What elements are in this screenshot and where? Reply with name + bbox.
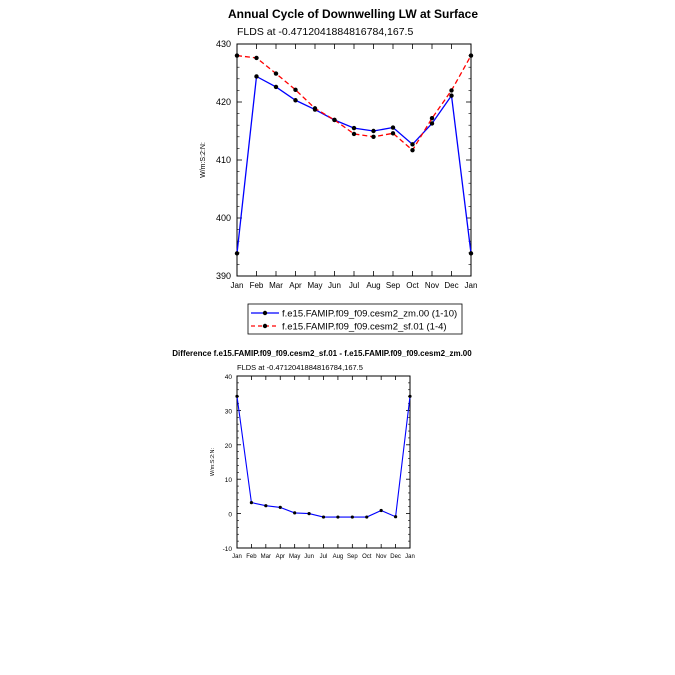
difference-series-0-point [393, 515, 398, 519]
difference-series-0-point [235, 394, 239, 398]
main-ytick-label: 390 [216, 271, 231, 281]
main-chart: Annual Cycle of Downwelling LW at Surfac… [200, 7, 478, 290]
main-chart-ylabel: W/m:S:2:N: [200, 142, 207, 178]
difference-chart-ylabel: W/m:S:2:N: [210, 447, 216, 476]
legend-marker-sf [262, 323, 268, 329]
difference-xtick-label: Jan [232, 554, 242, 560]
difference-xtick-label: Apr [276, 554, 285, 560]
difference-xtick-label: Sep [347, 554, 358, 560]
main-series-1-point [273, 71, 279, 76]
main-ytick-label: 420 [216, 97, 231, 107]
main-series-0-point [410, 142, 415, 147]
main-xtick-label: Oct [406, 281, 419, 290]
difference-chart: Difference f.e15.FAMIP.f09_f09.cesm2_sf.… [172, 349, 472, 560]
main-chart-plot-area: 390 400 410 420 430 Jan Feb Mar Apr May Jun Jul Aug S… [216, 39, 477, 290]
difference-xtick-label: Nov [376, 554, 387, 560]
legend-label-zm: f.e15.FAMIP.f09_f09.cesm2_zm.00 (1-10) [282, 309, 457, 320]
main-series-1-point [468, 53, 474, 58]
legend-box [247, 303, 463, 335]
difference-series-0-point [408, 394, 412, 398]
difference-series-0-point [350, 515, 354, 519]
difference-ytick-label: 20 [225, 443, 233, 450]
main-xtick-label: Apr [289, 281, 302, 290]
difference-xtick-label: Aug [333, 554, 344, 560]
main-series-0-point [468, 251, 474, 256]
difference-ytick-label: 10 [225, 477, 233, 484]
main-xtick-label: Dec [444, 281, 458, 290]
difference-xtick-label: Jun [304, 554, 314, 560]
legend-marker-zm [262, 310, 268, 316]
difference-series-0-point [321, 515, 326, 519]
main-series-0-point [429, 121, 435, 126]
difference-ytick-label: 40 [225, 374, 233, 381]
main-series-1-point [234, 53, 240, 58]
main-series-1-point [351, 131, 357, 137]
difference-ytick-label: 0 [228, 512, 232, 519]
main-series-1-point [410, 147, 415, 153]
main-series-0-point [351, 125, 357, 131]
difference-chart-subtitle: FLDS at -0.4712041884816784,167.5 [237, 363, 363, 372]
main-xtick-label: Jul [349, 281, 359, 290]
difference-xtick-label: Mar [261, 554, 271, 560]
main-series-1-point [254, 55, 259, 61]
difference-ytick-label: -10 [223, 546, 233, 553]
main-series-1-point [371, 134, 376, 139]
main-xtick-label: Feb [250, 281, 264, 290]
difference-series-0-point [379, 508, 383, 513]
main-xtick-label: May [307, 281, 322, 290]
main-series-1-point [449, 88, 454, 93]
difference-xtick-label: Dec [390, 554, 401, 560]
main-ytick-label: 410 [216, 155, 231, 165]
difference-series-0-point [365, 515, 369, 519]
difference-series-0-point [264, 504, 268, 508]
difference-chart-title: Difference f.e15.FAMIP.f09_f09.cesm2_sf.… [172, 349, 472, 358]
main-series-1-point [429, 116, 435, 121]
main-xtick-label: Nov [425, 281, 439, 290]
main-series-1-point [332, 117, 337, 123]
difference-xtick-label: Feb [246, 554, 257, 560]
main-xtick-label: Jan [231, 281, 244, 290]
main-series-0-point [293, 98, 298, 103]
main-plot-frame [236, 43, 472, 277]
main-series-0-point [273, 84, 279, 90]
main-series-1-point [293, 87, 298, 93]
main-series-0-point [371, 128, 376, 134]
difference-plot-frame [236, 375, 411, 549]
main-series-0-point [254, 74, 259, 79]
legend: f.e15.FAMIP.f09_f09.cesm2_zm.00 (1-10) f… [247, 303, 463, 335]
difference-series-0-point [278, 505, 282, 510]
main-ytick-label: 430 [216, 39, 231, 49]
main-xtick-label: Jun [328, 281, 341, 290]
difference-ytick-label: 30 [225, 408, 233, 415]
main-xtick-label: Mar [269, 281, 283, 290]
main-series-line-0 [236, 75, 472, 254]
main-xtick-label: Jan [465, 281, 478, 290]
difference-series-0-point [293, 511, 297, 515]
main-chart-title: Annual Cycle of Downwelling LW at Surfac… [228, 7, 478, 21]
main-series-0-point [449, 93, 454, 98]
difference-chart-plot-area: -10 0 10 20 30 40 Jan Feb Mar Apr May Jun Jul Aug Sep O… [223, 374, 415, 560]
main-series-1-point [312, 106, 318, 111]
main-ytick-label: 400 [216, 213, 231, 223]
difference-series-0-point [336, 515, 340, 519]
main-chart-subtitle: FLDS at -0.4712041884816784,167.5 [237, 26, 413, 38]
difference-series-0-point [249, 500, 254, 505]
difference-xtick-label: Jul [320, 554, 328, 560]
main-xtick-label: Sep [386, 281, 401, 290]
difference-xtick-label: May [289, 554, 300, 560]
main-series-0-point [234, 251, 240, 256]
difference-xtick-label: Jan [405, 554, 415, 560]
main-series-0-point [390, 125, 396, 130]
main-xtick-label: Aug [366, 281, 380, 290]
difference-series-0-point [307, 511, 311, 516]
main-series-1-point [390, 131, 396, 136]
difference-xtick-label: Oct [362, 554, 372, 560]
difference-series-line-0 [236, 396, 411, 518]
legend-label-sf: f.e15.FAMIP.f09_f09.cesm2_sf.01 (1-4) [282, 322, 447, 333]
